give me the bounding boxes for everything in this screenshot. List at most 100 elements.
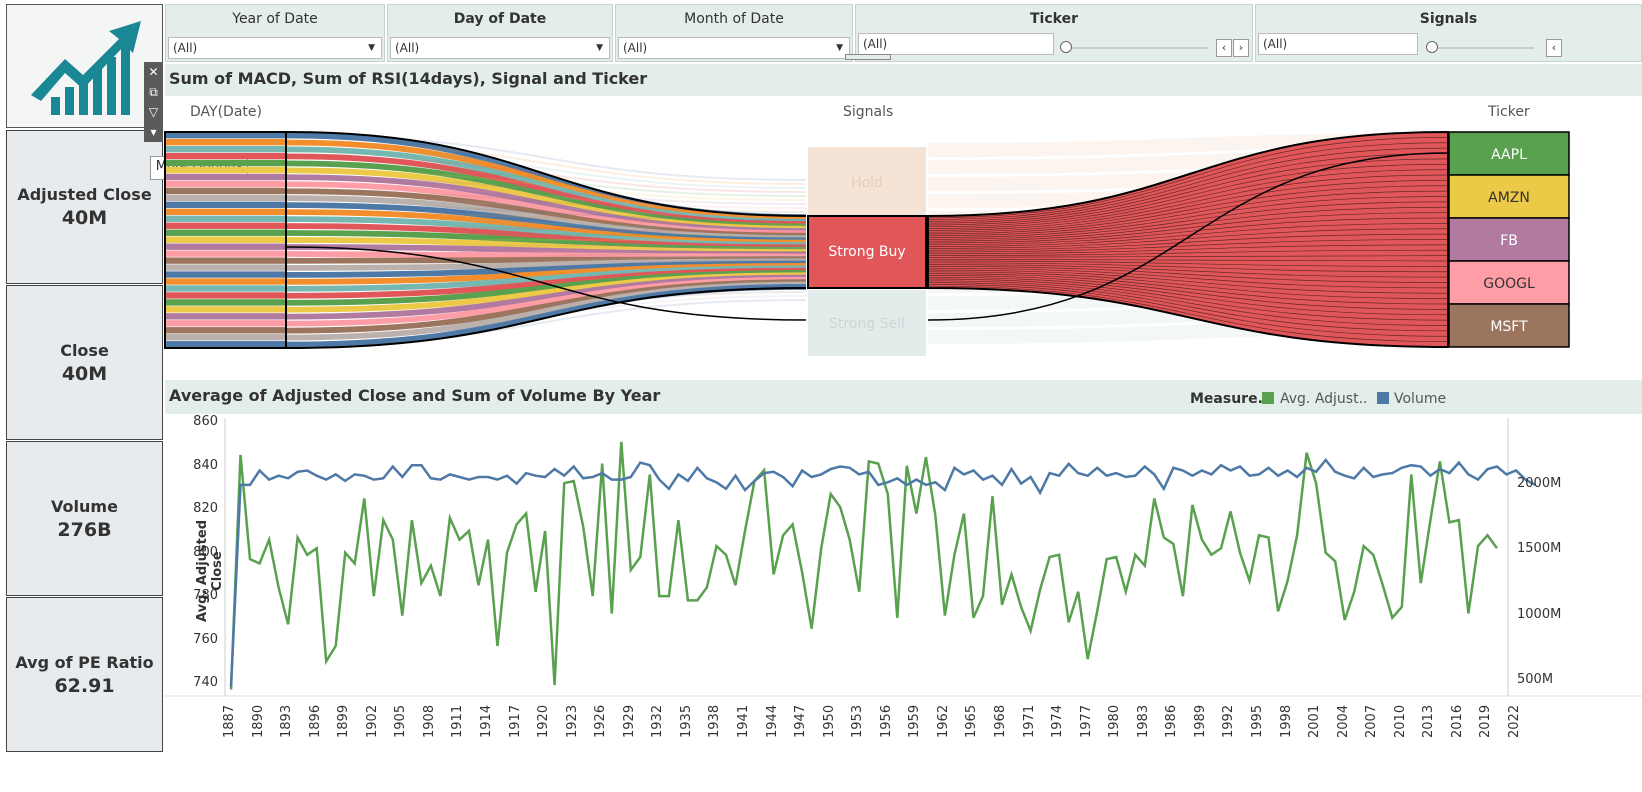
- day-flow[interactable]: [286, 283, 807, 348]
- chevron-left-icon[interactable]: ‹: [1546, 39, 1562, 57]
- flow-strand: [927, 239, 1449, 253]
- flow-strand: [927, 223, 1449, 247]
- day-nodes: [164, 131, 287, 349]
- day-node[interactable]: [165, 229, 286, 236]
- flow-strand: [927, 212, 1449, 244]
- flow-strand: [927, 285, 1449, 342]
- day-node[interactable]: [165, 145, 286, 153]
- ticker-node-aapl[interactable]: [1448, 131, 1570, 176]
- day-node[interactable]: [165, 166, 286, 174]
- day-node[interactable]: [165, 278, 286, 285]
- day-node[interactable]: [165, 334, 286, 341]
- flow-strand: [927, 267, 1449, 289]
- legend-title: Measure..: [1190, 391, 1269, 407]
- flow-strand: [927, 147, 1449, 222]
- signals-slider-knob[interactable]: [1426, 41, 1438, 53]
- filter-year: Year of Date (All) ▼: [165, 4, 385, 62]
- ticker-label-aapl: AAPL: [1491, 147, 1527, 163]
- month-dropdown[interactable]: (All) ▼: [618, 37, 850, 59]
- day-node[interactable]: [165, 285, 286, 292]
- ticker-slider-track[interactable]: [1068, 47, 1208, 49]
- day-node[interactable]: [165, 159, 286, 167]
- flow-strand: [927, 137, 1449, 219]
- day-node[interactable]: [165, 257, 286, 264]
- day-node[interactable]: [165, 341, 286, 348]
- flow-strand: [927, 280, 1449, 326]
- day-node[interactable]: [165, 264, 286, 271]
- more-options-icon[interactable]: ▾: [150, 125, 157, 139]
- chevron-left-icon[interactable]: ‹: [1216, 39, 1232, 57]
- flow-strand: [927, 228, 1449, 249]
- kpi-pe-ratio: Avg of PE Ratio 62.91: [6, 597, 163, 752]
- day-node[interactable]: [165, 306, 286, 313]
- flow-strand: [927, 284, 1449, 337]
- col-header-ticker: Ticker: [1488, 104, 1530, 120]
- day-node[interactable]: [165, 292, 286, 299]
- resize-handle[interactable]: [845, 54, 891, 60]
- day-node[interactable]: [165, 208, 286, 216]
- chevron-right-icon[interactable]: ›: [1233, 39, 1249, 57]
- kpi-label: Volume: [51, 496, 118, 516]
- dropdown-value: (All): [623, 41, 648, 55]
- signal-node-strong-sell[interactable]: [808, 290, 926, 356]
- x-tick-label: 2004: [1335, 704, 1351, 738]
- signal-label-strong-buy: Strong Buy: [828, 244, 906, 260]
- popout-icon[interactable]: ⧉: [149, 85, 158, 99]
- day-node[interactable]: [165, 201, 286, 209]
- close-icon[interactable]: ✕: [148, 65, 159, 79]
- kpi-label: Adjusted Close: [17, 185, 152, 204]
- ticker-label-msft: MSFT: [1490, 319, 1528, 335]
- day-node[interactable]: [165, 327, 286, 334]
- ticker-node-fb[interactable]: [1448, 217, 1570, 262]
- filter-icon[interactable]: ▽: [148, 105, 159, 119]
- flow-outline: [927, 152, 1449, 321]
- ticker-node-amzn[interactable]: [1448, 174, 1570, 219]
- ticker-label-amzn: AMZN: [1488, 190, 1530, 206]
- signals-slider-track[interactable]: [1434, 47, 1534, 49]
- x-tick-label: 1989: [1192, 704, 1208, 738]
- day-node[interactable]: [165, 222, 286, 229]
- flow-strand: [927, 260, 1449, 267]
- day-node[interactable]: [165, 215, 286, 222]
- ticker-slider-knob[interactable]: [1060, 41, 1072, 53]
- year-dropdown[interactable]: (All) ▼: [168, 37, 382, 59]
- x-tick-label: 1896: [307, 704, 323, 738]
- signal-node-hold[interactable]: [808, 147, 926, 215]
- day-node[interactable]: [165, 132, 286, 139]
- signals-input[interactable]: (All): [1258, 33, 1418, 55]
- day-node[interactable]: [165, 313, 286, 320]
- flow-strand: [927, 180, 1449, 233]
- ticker-label-fb: FB: [1500, 233, 1518, 249]
- day-dropdown[interactable]: (All) ▼: [390, 37, 610, 59]
- flow-strand: [927, 255, 1449, 258]
- x-tick-label: 1905: [393, 704, 409, 738]
- x-tick-label: 1950: [821, 704, 837, 738]
- day-node[interactable]: [165, 173, 286, 181]
- col-header-day: DAY(Date): [190, 104, 262, 120]
- x-tick-label: 1977: [1078, 704, 1094, 738]
- x-tick-label: 1887: [222, 704, 237, 738]
- day-node[interactable]: [165, 250, 286, 257]
- ticker-node-googl[interactable]: [1448, 260, 1570, 305]
- day-node[interactable]: [165, 152, 286, 160]
- day-node[interactable]: [165, 180, 286, 188]
- legend-item-adjusted[interactable]: Avg. Adjust..: [1280, 391, 1368, 407]
- filter-title: Ticker: [1030, 11, 1078, 27]
- day-node[interactable]: [165, 138, 286, 146]
- day-node[interactable]: [165, 194, 286, 202]
- day-node[interactable]: [165, 299, 286, 306]
- day-node[interactable]: [165, 320, 286, 327]
- dropdown-value: (All): [1263, 37, 1288, 51]
- legend-item-volume[interactable]: Volume: [1394, 391, 1447, 407]
- flow-strand: [927, 273, 1449, 305]
- day-node[interactable]: [165, 236, 286, 243]
- series-line-adjusted[interactable]: [229, 441, 1499, 690]
- ticker-node-msft[interactable]: [1448, 303, 1570, 348]
- day-node[interactable]: [165, 243, 286, 250]
- signal-node-strong-buy[interactable]: [807, 215, 927, 289]
- ticker-input[interactable]: (All): [858, 33, 1054, 55]
- series-line-volume[interactable]: [229, 458, 1536, 687]
- day-node[interactable]: [165, 187, 286, 195]
- day-node[interactable]: [165, 271, 286, 278]
